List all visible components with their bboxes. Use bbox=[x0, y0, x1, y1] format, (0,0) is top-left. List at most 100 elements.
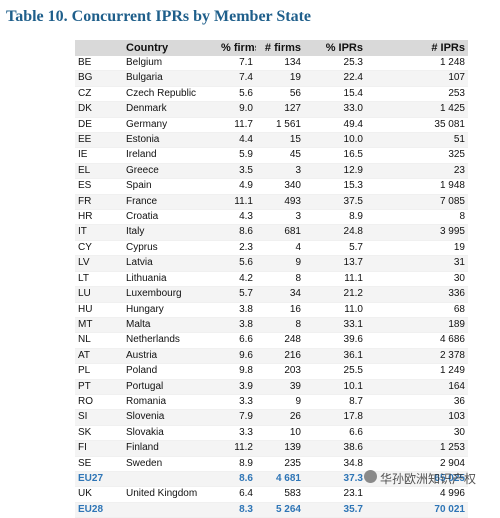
table-cell: 4 681 bbox=[256, 471, 304, 488]
table-cell: Poland bbox=[123, 363, 218, 380]
table-cell: 6.6 bbox=[304, 425, 366, 442]
table-row: BE Belgium 7.1 134 25.3 1 248 bbox=[75, 56, 468, 72]
table-row: UK United Kingdom 6.4 583 23.1 4 996 bbox=[75, 486, 468, 503]
table-cell: 7.1 bbox=[218, 56, 256, 72]
table-cell: BE bbox=[75, 56, 123, 72]
table-cell: 68 bbox=[366, 302, 468, 318]
table-row: EU28 8.3 5 264 35.7 70 021 bbox=[75, 502, 468, 518]
table-cell: 8 bbox=[366, 209, 468, 226]
table-row: BG Bulgaria 7.4 19 22.4 107 bbox=[75, 70, 468, 87]
table-cell: 2.3 bbox=[218, 240, 256, 257]
table-cell: LU bbox=[75, 286, 123, 303]
table-cell: PT bbox=[75, 379, 123, 395]
table-cell: 4 686 bbox=[366, 332, 468, 349]
table-cell: 3.9 bbox=[218, 379, 256, 395]
table-cell: ES bbox=[75, 178, 123, 195]
table-cell: 39.6 bbox=[304, 332, 366, 349]
column-header: % IPRs bbox=[304, 40, 366, 56]
table-cell: 5.6 bbox=[218, 255, 256, 272]
table-cell: 681 bbox=[256, 224, 304, 241]
table-cell: 30 bbox=[366, 425, 468, 442]
header-row: Country% firms# firms% IPRs# IPRs bbox=[75, 40, 468, 56]
table-cell: 8 bbox=[256, 271, 304, 288]
table-row: MT Malta 3.8 8 33.1 189 bbox=[75, 317, 468, 334]
table-cell: 35.7 bbox=[304, 502, 366, 518]
table-row: PT Portugal 3.9 39 10.1 164 bbox=[75, 379, 468, 395]
table-cell: 34.8 bbox=[304, 456, 366, 472]
table-cell: 5.7 bbox=[304, 240, 366, 257]
table-cell: FI bbox=[75, 440, 123, 457]
table-row: FI Finland 11.2 139 38.6 1 253 bbox=[75, 440, 468, 457]
table-cell: 3.3 bbox=[218, 425, 256, 442]
table-cell: 4.9 bbox=[218, 178, 256, 195]
table-cell: Malta bbox=[123, 317, 218, 334]
table-cell: CZ bbox=[75, 86, 123, 103]
table-cell: LV bbox=[75, 255, 123, 272]
table-row: ES Spain 4.9 340 15.3 1 948 bbox=[75, 178, 468, 195]
table-cell: 2 904 bbox=[366, 456, 468, 472]
table-cell: Bulgaria bbox=[123, 70, 218, 87]
table-cell: 1 425 bbox=[366, 101, 468, 118]
table-cell: 4.4 bbox=[218, 132, 256, 149]
table-row: SI Slovenia 7.9 26 17.8 103 bbox=[75, 409, 468, 426]
table-row: RO Romania 3.3 9 8.7 36 bbox=[75, 394, 468, 411]
table-cell: 51 bbox=[366, 132, 468, 149]
table-cell: 25.3 bbox=[304, 56, 366, 72]
table-row: IE Ireland 5.9 45 16.5 325 bbox=[75, 147, 468, 164]
table-cell: 216 bbox=[256, 348, 304, 365]
table-cell: Ireland bbox=[123, 147, 218, 164]
table-row: SK Slovakia 3.3 10 6.6 30 bbox=[75, 425, 468, 442]
table-cell: 5.7 bbox=[218, 286, 256, 303]
table-cell: 3 bbox=[256, 209, 304, 226]
table-cell: 3.5 bbox=[218, 163, 256, 180]
table-row: PL Poland 9.8 203 25.5 1 249 bbox=[75, 363, 468, 380]
table-cell: 139 bbox=[256, 440, 304, 457]
table-cell: 2 378 bbox=[366, 348, 468, 365]
table-cell: 8.7 bbox=[304, 394, 366, 411]
table-cell: 4 bbox=[256, 240, 304, 257]
table-cell: 8.6 bbox=[218, 471, 256, 488]
table-cell: 33.1 bbox=[304, 317, 366, 334]
table-cell: IE bbox=[75, 147, 123, 164]
page: {"header": {"title": "Table 10. Concurre… bbox=[6, 8, 477, 518]
column-header: # IPRs bbox=[366, 40, 468, 56]
table-cell: 253 bbox=[366, 86, 468, 103]
table-cell: Portugal bbox=[123, 379, 218, 395]
table-cell: 15.3 bbox=[304, 178, 366, 195]
table-cell: 127 bbox=[256, 101, 304, 118]
table-cell: 9 bbox=[256, 394, 304, 411]
table-cell: 21.2 bbox=[304, 286, 366, 303]
table-cell: France bbox=[123, 194, 218, 211]
table-cell: 19 bbox=[256, 70, 304, 87]
table-row: SE Sweden 8.9 235 34.8 2 904 bbox=[75, 456, 468, 472]
table-cell: 16 bbox=[256, 302, 304, 318]
table-row: LU Luxembourg 5.7 34 21.2 336 bbox=[75, 286, 468, 303]
table-cell: 134 bbox=[256, 56, 304, 72]
table-cell: HU bbox=[75, 302, 123, 318]
table-cell: Croatia bbox=[123, 209, 218, 226]
table-cell: 340 bbox=[256, 178, 304, 195]
table-cell: 6.6 bbox=[218, 332, 256, 349]
table-cell: CY bbox=[75, 240, 123, 257]
table-row: HU Hungary 3.8 16 11.0 68 bbox=[75, 302, 468, 318]
table-cell: 248 bbox=[256, 332, 304, 349]
table-cell: 235 bbox=[256, 456, 304, 472]
table-cell: DK bbox=[75, 101, 123, 118]
column-header: % firms bbox=[218, 40, 256, 56]
table-cell: Czech Republic bbox=[123, 86, 218, 103]
table-row: CZ Czech Republic 5.6 56 15.4 253 bbox=[75, 86, 468, 103]
table-cell: 33.0 bbox=[304, 101, 366, 118]
table-cell: 37.3 bbox=[304, 471, 366, 488]
table-cell: 23 bbox=[366, 163, 468, 180]
table-cell: 13.7 bbox=[304, 255, 366, 272]
table-cell: 70 021 bbox=[366, 502, 468, 518]
table-cell: Lithuania bbox=[123, 271, 218, 288]
column-header: Country bbox=[123, 40, 218, 56]
table-cell: 36 bbox=[366, 394, 468, 411]
table-cell: 11.1 bbox=[218, 194, 256, 211]
table-row: LT Lithuania 4.2 8 11.1 30 bbox=[75, 271, 468, 288]
table-cell: 10.0 bbox=[304, 132, 366, 149]
table-cell: FR bbox=[75, 194, 123, 211]
table-cell: 9.8 bbox=[218, 363, 256, 380]
table-cell: 1 249 bbox=[366, 363, 468, 380]
